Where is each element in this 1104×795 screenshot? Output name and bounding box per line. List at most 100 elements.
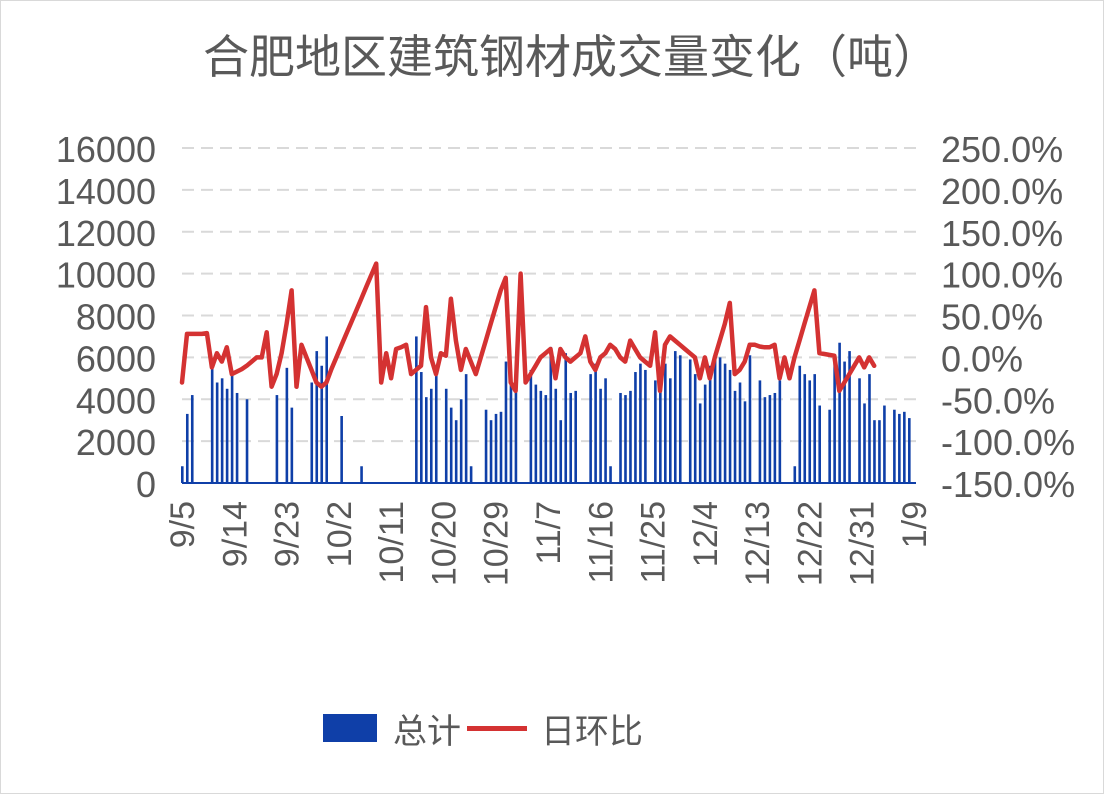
bar <box>235 392 239 483</box>
bar <box>678 355 682 483</box>
bar <box>738 382 742 483</box>
left-axis-tick-label: 4000 <box>76 380 156 421</box>
bar <box>659 372 662 483</box>
bar <box>434 367 438 483</box>
legend: 总计 日环比 <box>323 703 643 753</box>
bar <box>464 374 468 483</box>
bar <box>469 466 473 483</box>
bar <box>449 407 453 483</box>
bar <box>803 374 807 483</box>
bar <box>693 374 697 483</box>
bar <box>215 382 219 483</box>
x-axis-tick-label: 11/16 <box>582 501 620 584</box>
bar <box>514 365 518 483</box>
bar <box>285 367 289 483</box>
left-axis-tick-label: 8000 <box>76 297 156 338</box>
right-axis-tick-label: -50.0% <box>941 380 1055 421</box>
bar <box>609 466 612 483</box>
bar <box>848 351 851 483</box>
right-axis-tick-label: 100.0% <box>941 255 1063 296</box>
bar <box>484 409 488 483</box>
bar <box>589 374 592 483</box>
bar <box>898 413 901 483</box>
chart-title: 合肥地区建筑钢材成交量变化（吨） <box>203 30 939 84</box>
bar <box>698 403 702 483</box>
bar <box>569 392 573 483</box>
bar <box>275 395 279 483</box>
left-axis-tick-label: 2000 <box>76 422 156 463</box>
legend-swatch-bar <box>323 714 377 742</box>
bar <box>629 390 632 483</box>
bar <box>758 380 762 483</box>
bar <box>594 363 597 483</box>
bar <box>459 399 463 483</box>
bar <box>903 411 906 483</box>
right-axis-tick-label: 50.0% <box>941 297 1043 338</box>
bar <box>833 355 836 483</box>
x-axis-tick-label: 10/29 <box>478 501 516 586</box>
bar <box>454 420 458 483</box>
bar <box>883 405 886 483</box>
bar <box>509 380 513 483</box>
bar <box>619 392 622 483</box>
bar <box>604 378 607 483</box>
x-axis-tick-label: 9/5 <box>164 501 202 548</box>
x-axis-tick-label: 12/4 <box>687 501 725 567</box>
bar <box>778 380 782 483</box>
bar <box>818 405 821 483</box>
right-axis-tick-label: 0.0% <box>941 338 1023 379</box>
right-axis-tick-label: 150.0% <box>941 213 1063 254</box>
bar <box>420 372 423 483</box>
bar <box>315 351 319 483</box>
bar <box>644 369 647 483</box>
left-axis-tick-label: 12000 <box>56 213 156 254</box>
bar <box>713 353 717 483</box>
bar <box>489 420 493 483</box>
bar <box>425 397 428 483</box>
bar <box>494 413 498 483</box>
bar <box>325 336 329 483</box>
bar <box>908 418 911 483</box>
bar <box>838 342 841 483</box>
bar <box>654 380 657 483</box>
bar <box>718 357 722 483</box>
bar <box>743 401 747 483</box>
bar <box>504 361 508 483</box>
right-axis-tick-label: -150.0% <box>941 464 1075 505</box>
bar <box>529 369 533 483</box>
x-axis-tick-label: 11/7 <box>530 501 568 565</box>
bar <box>828 409 831 483</box>
bar <box>808 380 812 483</box>
bar <box>549 346 553 483</box>
bar <box>230 372 234 483</box>
legend-label-line: 日环比 <box>541 711 643 752</box>
line-series-path <box>179 261 877 394</box>
bar <box>554 388 558 483</box>
x-axis-tick-label: 1/9 <box>896 501 934 548</box>
bar <box>415 336 418 483</box>
bar <box>340 416 343 483</box>
bar <box>868 374 871 483</box>
bar <box>181 466 184 483</box>
bar <box>773 392 777 483</box>
x-axis-tick-label: 9/14 <box>216 501 254 567</box>
left-axis-tick-label: 10000 <box>56 255 156 296</box>
bar <box>843 361 846 483</box>
bar <box>673 351 677 483</box>
bar <box>225 388 229 483</box>
bar <box>544 395 548 483</box>
left-axis-tick-label: 6000 <box>76 338 156 379</box>
bar <box>534 384 538 483</box>
bar <box>703 384 707 483</box>
x-axis-ticks: 9/5 9/14 9/23 10/2 10/11 10/20 10/29 11/7 11/16 1… <box>164 501 934 586</box>
right-axis-tick-label: 250.0% <box>941 129 1063 170</box>
right-axis-tick-label: 200.0% <box>941 171 1063 212</box>
bar <box>599 388 602 483</box>
line-series-日环比 <box>179 261 877 394</box>
bar <box>768 395 772 483</box>
legend-swatch-line <box>467 725 527 731</box>
bar <box>893 409 896 483</box>
left-axis-tick-label: 16000 <box>56 129 156 170</box>
